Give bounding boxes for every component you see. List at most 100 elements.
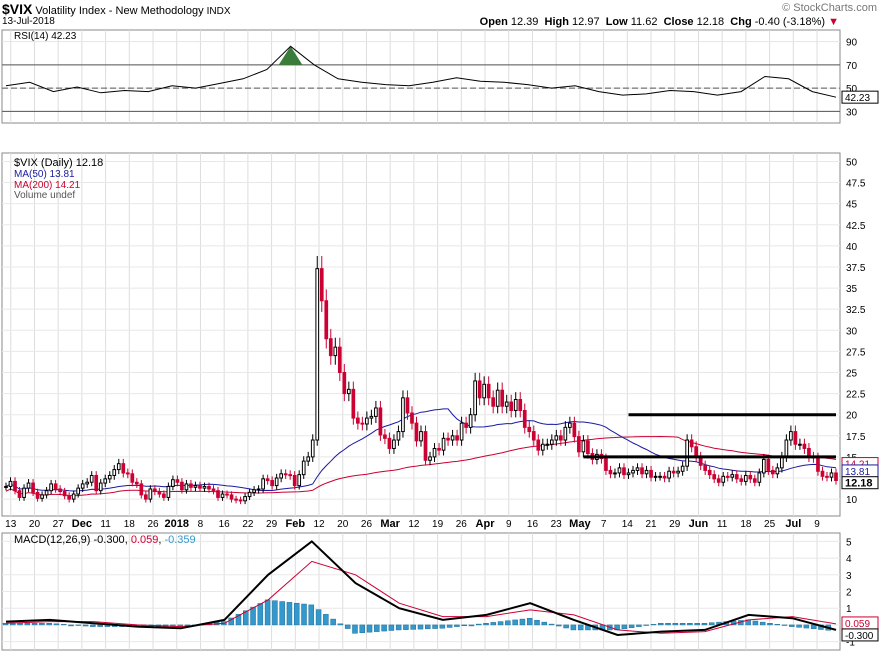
- macd-histogram-bar: [701, 623, 708, 626]
- candle-body: [139, 483, 144, 496]
- candle-body: [301, 460, 306, 476]
- macd-histogram-bar: [687, 623, 693, 626]
- candle-body: [725, 475, 730, 478]
- x-tick-label: 18: [740, 519, 752, 530]
- candle-body: [464, 422, 468, 428]
- price-y-tick: 47.5: [846, 179, 866, 190]
- candle-body: [455, 435, 459, 441]
- candle-body: [459, 422, 464, 441]
- macd-histogram-bar: [293, 602, 300, 626]
- candle-body: [834, 472, 838, 482]
- candle-body: [35, 491, 40, 499]
- candle-body: [522, 409, 527, 428]
- candle-body: [80, 483, 85, 489]
- rsi-y-tick: 90: [846, 38, 858, 49]
- candle-body: [292, 474, 297, 487]
- candle-body: [707, 469, 712, 476]
- macd-histogram-bar: [286, 602, 293, 626]
- candle-body: [238, 499, 243, 502]
- candle-body: [667, 470, 671, 479]
- candle-body: [540, 443, 545, 451]
- candle-body: [333, 346, 338, 357]
- candle-body: [261, 478, 265, 490]
- x-tick-label: 2018: [165, 518, 189, 530]
- candle-body: [716, 478, 721, 483]
- candle-body: [94, 474, 99, 492]
- macd-histogram-bar: [374, 624, 380, 632]
- macd-histogram-bar: [679, 623, 686, 626]
- candle-body: [360, 422, 365, 425]
- candle-body: [107, 474, 112, 480]
- candle-body: [374, 407, 378, 417]
- candle-body: [757, 472, 762, 483]
- candle-body: [604, 458, 608, 471]
- candle-body: [410, 412, 414, 424]
- macd-y-tick: -1: [846, 638, 855, 649]
- candle-body: [405, 397, 410, 414]
- candle-body: [44, 490, 49, 496]
- candle-body: [53, 483, 58, 490]
- high-label: High: [544, 16, 569, 28]
- candle-body: [771, 469, 775, 475]
- candle-body: [13, 480, 17, 492]
- symbol: $VIX: [2, 1, 33, 17]
- macd-histogram-bar: [468, 624, 475, 627]
- candle-body: [202, 485, 207, 489]
- macd-histogram-bar: [403, 624, 409, 630]
- candle-body: [112, 469, 117, 476]
- candle-body: [216, 490, 220, 498]
- candle-body: [721, 475, 726, 483]
- macd-histogram-bar: [301, 603, 307, 626]
- candle-body: [4, 485, 8, 488]
- candle-body: [743, 474, 748, 482]
- candle-body: [527, 426, 532, 433]
- x-tick-label: 26: [361, 519, 373, 530]
- candle-body: [121, 463, 126, 474]
- exchange: INDX: [206, 6, 231, 17]
- candle-body: [211, 488, 216, 492]
- candle-body: [450, 435, 455, 441]
- x-tick-label: 16: [219, 519, 231, 530]
- candle-body: [252, 489, 256, 493]
- candle-body: [635, 467, 640, 471]
- x-tick-label: 12: [408, 519, 420, 530]
- candle-body: [513, 399, 518, 411]
- candle-body: [62, 491, 67, 497]
- macd-histogram-bar: [60, 624, 67, 626]
- ma50-line: [5, 408, 837, 492]
- macd-histogram-bar: [90, 624, 96, 627]
- candle-body: [180, 481, 184, 491]
- candle-body: [288, 474, 293, 477]
- macd-histogram-bar: [796, 624, 802, 628]
- ma50-legend-text: MA(50) 13.81: [14, 169, 75, 180]
- candle-body: [297, 474, 302, 487]
- price-y-tick: 17.5: [846, 432, 866, 443]
- x-tick-label: May: [569, 518, 591, 530]
- macd-histogram-bar: [483, 623, 489, 626]
- macd-histogram-bar: [556, 624, 562, 627]
- macd-histogram-bar: [672, 623, 679, 626]
- rsi-last-label: 42.23: [845, 93, 870, 104]
- candle-body: [752, 478, 757, 483]
- macd-histogram-bar: [810, 624, 817, 630]
- price-last-label: 12.18: [845, 478, 873, 490]
- x-tick-label: 21: [645, 519, 657, 530]
- price-y-tick: 45: [846, 200, 858, 211]
- symbol-name: Volatility Index - New Methodology: [35, 5, 204, 17]
- candle-body: [518, 399, 523, 411]
- candle-body: [554, 435, 559, 441]
- macd-histogram-bar: [410, 624, 416, 630]
- macd-histogram-bar: [497, 621, 504, 626]
- macd-histogram-bar: [526, 617, 533, 626]
- down-arrow-icon: ▼: [828, 16, 839, 28]
- macd-histogram-bar: [308, 604, 315, 626]
- candle-body: [477, 380, 482, 399]
- macd-histogram-bar: [665, 623, 671, 626]
- candle-body: [653, 475, 658, 478]
- candle-body: [829, 472, 834, 478]
- macd-histogram-bar: [541, 621, 548, 626]
- ma200-line: [5, 435, 837, 497]
- candle-body: [536, 439, 541, 451]
- candle-body: [58, 488, 62, 493]
